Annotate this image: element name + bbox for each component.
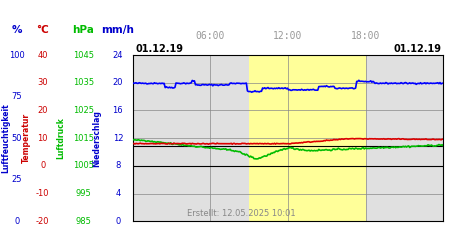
Text: 985: 985 (75, 217, 91, 226)
Text: mm/h: mm/h (101, 25, 135, 35)
Text: Erstellt: 12.05.2025 10:01: Erstellt: 12.05.2025 10:01 (187, 208, 296, 218)
Text: 1015: 1015 (73, 134, 94, 142)
Text: 01.12.19: 01.12.19 (393, 44, 441, 54)
Text: 8: 8 (115, 161, 121, 170)
Text: hPa: hPa (72, 25, 94, 35)
Text: 12:00: 12:00 (273, 31, 303, 41)
Text: 06:00: 06:00 (196, 31, 225, 41)
Text: 1005: 1005 (73, 161, 94, 170)
Text: 30: 30 (37, 78, 48, 87)
Text: 01.12.19: 01.12.19 (135, 44, 183, 54)
Text: Luftdruck: Luftdruck (56, 117, 65, 159)
Text: 18:00: 18:00 (351, 31, 380, 41)
Text: 1025: 1025 (73, 106, 94, 115)
Text: 20: 20 (112, 78, 123, 87)
Text: 1045: 1045 (73, 50, 94, 59)
Text: 12: 12 (112, 134, 123, 142)
Text: %: % (12, 25, 22, 35)
Text: °C: °C (36, 25, 49, 35)
Text: 100: 100 (9, 50, 25, 59)
Text: 24: 24 (112, 50, 123, 59)
Text: 20: 20 (37, 106, 48, 115)
Text: 25: 25 (12, 175, 22, 184)
Text: 10: 10 (37, 134, 48, 142)
Text: 4: 4 (115, 189, 121, 198)
Text: Temperatur: Temperatur (22, 113, 31, 163)
Text: 0: 0 (40, 161, 45, 170)
Text: 0: 0 (14, 217, 20, 226)
Text: 0: 0 (115, 217, 121, 226)
Text: 75: 75 (12, 92, 22, 101)
Text: 16: 16 (112, 106, 123, 115)
Text: -20: -20 (36, 217, 50, 226)
Text: Luftfeuchtigkeit: Luftfeuchtigkeit (1, 103, 10, 173)
Text: -10: -10 (36, 189, 50, 198)
Text: 50: 50 (12, 134, 22, 142)
Text: Niederschlag: Niederschlag (92, 110, 101, 166)
Text: 1035: 1035 (73, 78, 94, 87)
Text: 995: 995 (76, 189, 91, 198)
Bar (249, 55, 365, 221)
Text: 40: 40 (37, 50, 48, 59)
